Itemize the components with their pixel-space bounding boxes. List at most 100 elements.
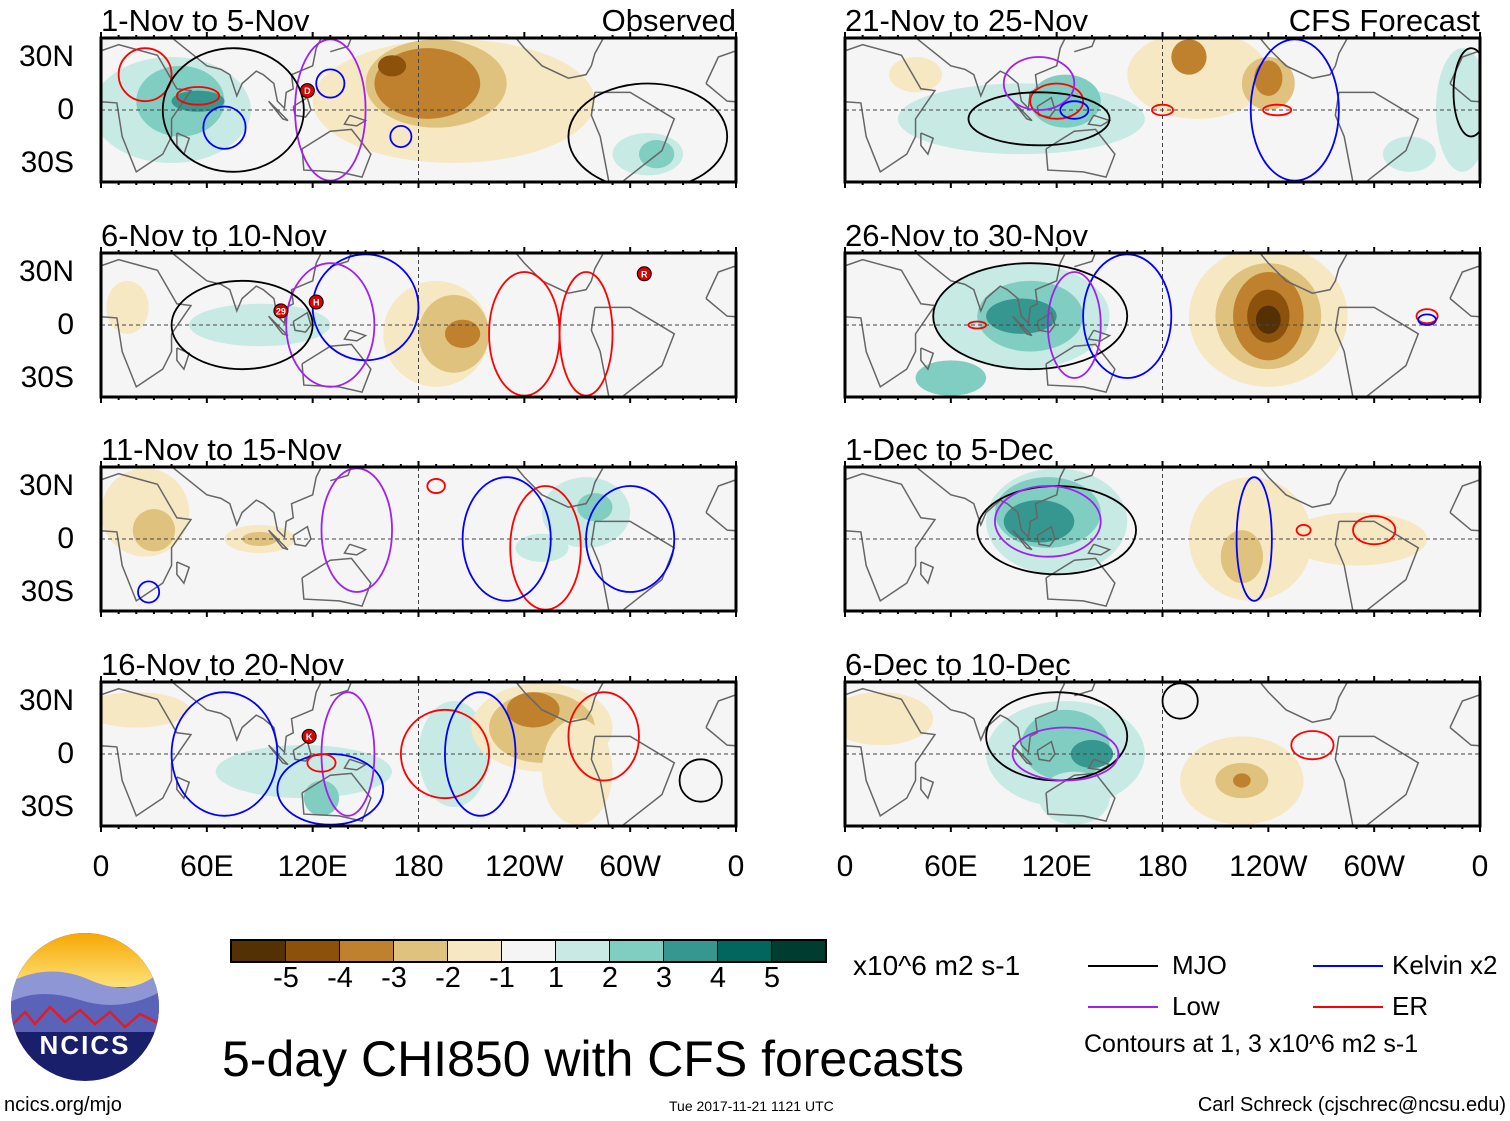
- anomaly-region: [1254, 60, 1283, 96]
- kelvin-contour: [170, 691, 279, 817]
- coastline: [101, 472, 193, 602]
- storm-label: R: [641, 269, 648, 279]
- colorbar-swatch: [448, 941, 502, 961]
- er-contour: [1262, 103, 1293, 117]
- coastline: [301, 772, 372, 823]
- coastline: [343, 329, 368, 342]
- colorbar-swatch: [286, 941, 340, 961]
- panel-title: 26-Nov to 30-Nov: [845, 218, 1088, 253]
- storm-marker-icon: R: [636, 266, 652, 282]
- er-contour: [1029, 82, 1085, 120]
- coastline: [101, 43, 193, 173]
- coastline: [1036, 740, 1056, 762]
- coastline: [301, 128, 372, 179]
- kelvin-contour: [389, 125, 413, 149]
- coastline: [590, 520, 676, 611]
- coastline: [1045, 343, 1116, 394]
- legend-low-line: [1088, 1006, 1158, 1008]
- coastline: [330, 682, 353, 697]
- coastline: [1045, 772, 1116, 823]
- panel-title: 6-Nov to 10-Nov: [101, 218, 327, 253]
- logo-text: NCICS: [40, 1030, 131, 1060]
- lon-label: 60E: [180, 850, 234, 883]
- coastline: [920, 561, 935, 585]
- colorbar-swatch: [772, 941, 825, 961]
- colorbar-label: 3: [655, 962, 673, 994]
- map-panel: D: [99, 32, 738, 188]
- panel-title: 6-Dec to 10-Dec: [845, 647, 1071, 682]
- anomaly-region: [1039, 771, 1110, 825]
- coastline: [845, 472, 937, 602]
- coastline: [1087, 543, 1112, 556]
- lat-label: 0: [57, 522, 74, 555]
- kelvin-contour: [315, 68, 346, 99]
- coastline: [171, 38, 323, 110]
- lon-label: 0: [727, 850, 745, 883]
- lon-label: 0: [92, 850, 110, 883]
- lat-label: 30N: [18, 255, 74, 288]
- coastline: [1011, 315, 1033, 337]
- panel-tag: Observed: [601, 3, 736, 38]
- anomaly-region: [506, 692, 560, 728]
- lat-label: 30S: [20, 361, 74, 394]
- coastline: [301, 557, 372, 608]
- er-contour: [306, 753, 337, 773]
- er-contour: [117, 47, 173, 103]
- mjo-contour: [967, 91, 1111, 147]
- colorbar-swatch: [340, 941, 394, 961]
- low-contour: [1011, 726, 1120, 782]
- map-panel: 29 H R: [99, 247, 738, 403]
- coastline: [267, 315, 289, 337]
- colorbar-label: -3: [381, 962, 407, 994]
- er-contour: [399, 708, 490, 800]
- coastline: [292, 525, 312, 547]
- anomaly-region: [1233, 773, 1251, 788]
- anomaly-region: [101, 692, 190, 728]
- coastline: [590, 306, 676, 397]
- lat-label: 30N: [18, 40, 74, 73]
- coastline: [171, 682, 323, 754]
- low-contour: [285, 262, 376, 388]
- lon-label: 180: [1137, 850, 1188, 883]
- colorbar-units: x10^6 m2 s-1: [853, 950, 1021, 981]
- coastline: [845, 258, 937, 388]
- colorbar-swatch: [556, 941, 610, 961]
- er-contour: [426, 478, 446, 494]
- coastline: [1045, 557, 1116, 608]
- colorbar-swatch: [502, 941, 556, 961]
- anomaly-region: [377, 55, 407, 77]
- coastline: [845, 43, 937, 173]
- mjo-contour: [932, 262, 1129, 371]
- kelvin-contour: [202, 105, 247, 150]
- panel-tag: CFS Forecast: [1288, 3, 1480, 38]
- anomaly-region: [189, 303, 331, 347]
- coastline: [267, 529, 289, 551]
- legend-er-label: ER: [1392, 991, 1429, 1021]
- lon-label: 120W: [1229, 850, 1308, 883]
- footer-url[interactable]: ncics.org/mjo: [4, 1094, 122, 1116]
- lat-label: 0: [57, 737, 74, 770]
- low-contour: [994, 485, 1102, 558]
- kelvin-contour: [444, 691, 517, 817]
- coastline: [1334, 520, 1420, 611]
- lat-label: 0: [57, 93, 74, 126]
- coastline: [514, 682, 605, 723]
- lon-label: 0: [1471, 850, 1489, 883]
- colorbar-label: 4: [709, 962, 727, 994]
- storm-label: K: [306, 732, 313, 742]
- coastline: [301, 343, 372, 394]
- anomaly-region: [845, 692, 934, 746]
- lat-label: 0: [57, 308, 74, 341]
- lon-label: 0: [836, 850, 854, 883]
- lon-label: 180: [393, 850, 444, 883]
- lat-label: 30S: [20, 146, 74, 179]
- coastline: [1011, 744, 1033, 766]
- anomaly-region: [1003, 500, 1075, 543]
- legend-mjo-line: [1088, 965, 1158, 967]
- lon-label: 120E: [277, 850, 348, 883]
- coastline: [1258, 682, 1349, 723]
- colorbar-label: -4: [327, 962, 353, 994]
- colorbar-label: 5: [763, 962, 781, 994]
- storm-marker-icon: D: [299, 83, 315, 99]
- er-contour: [1295, 523, 1312, 537]
